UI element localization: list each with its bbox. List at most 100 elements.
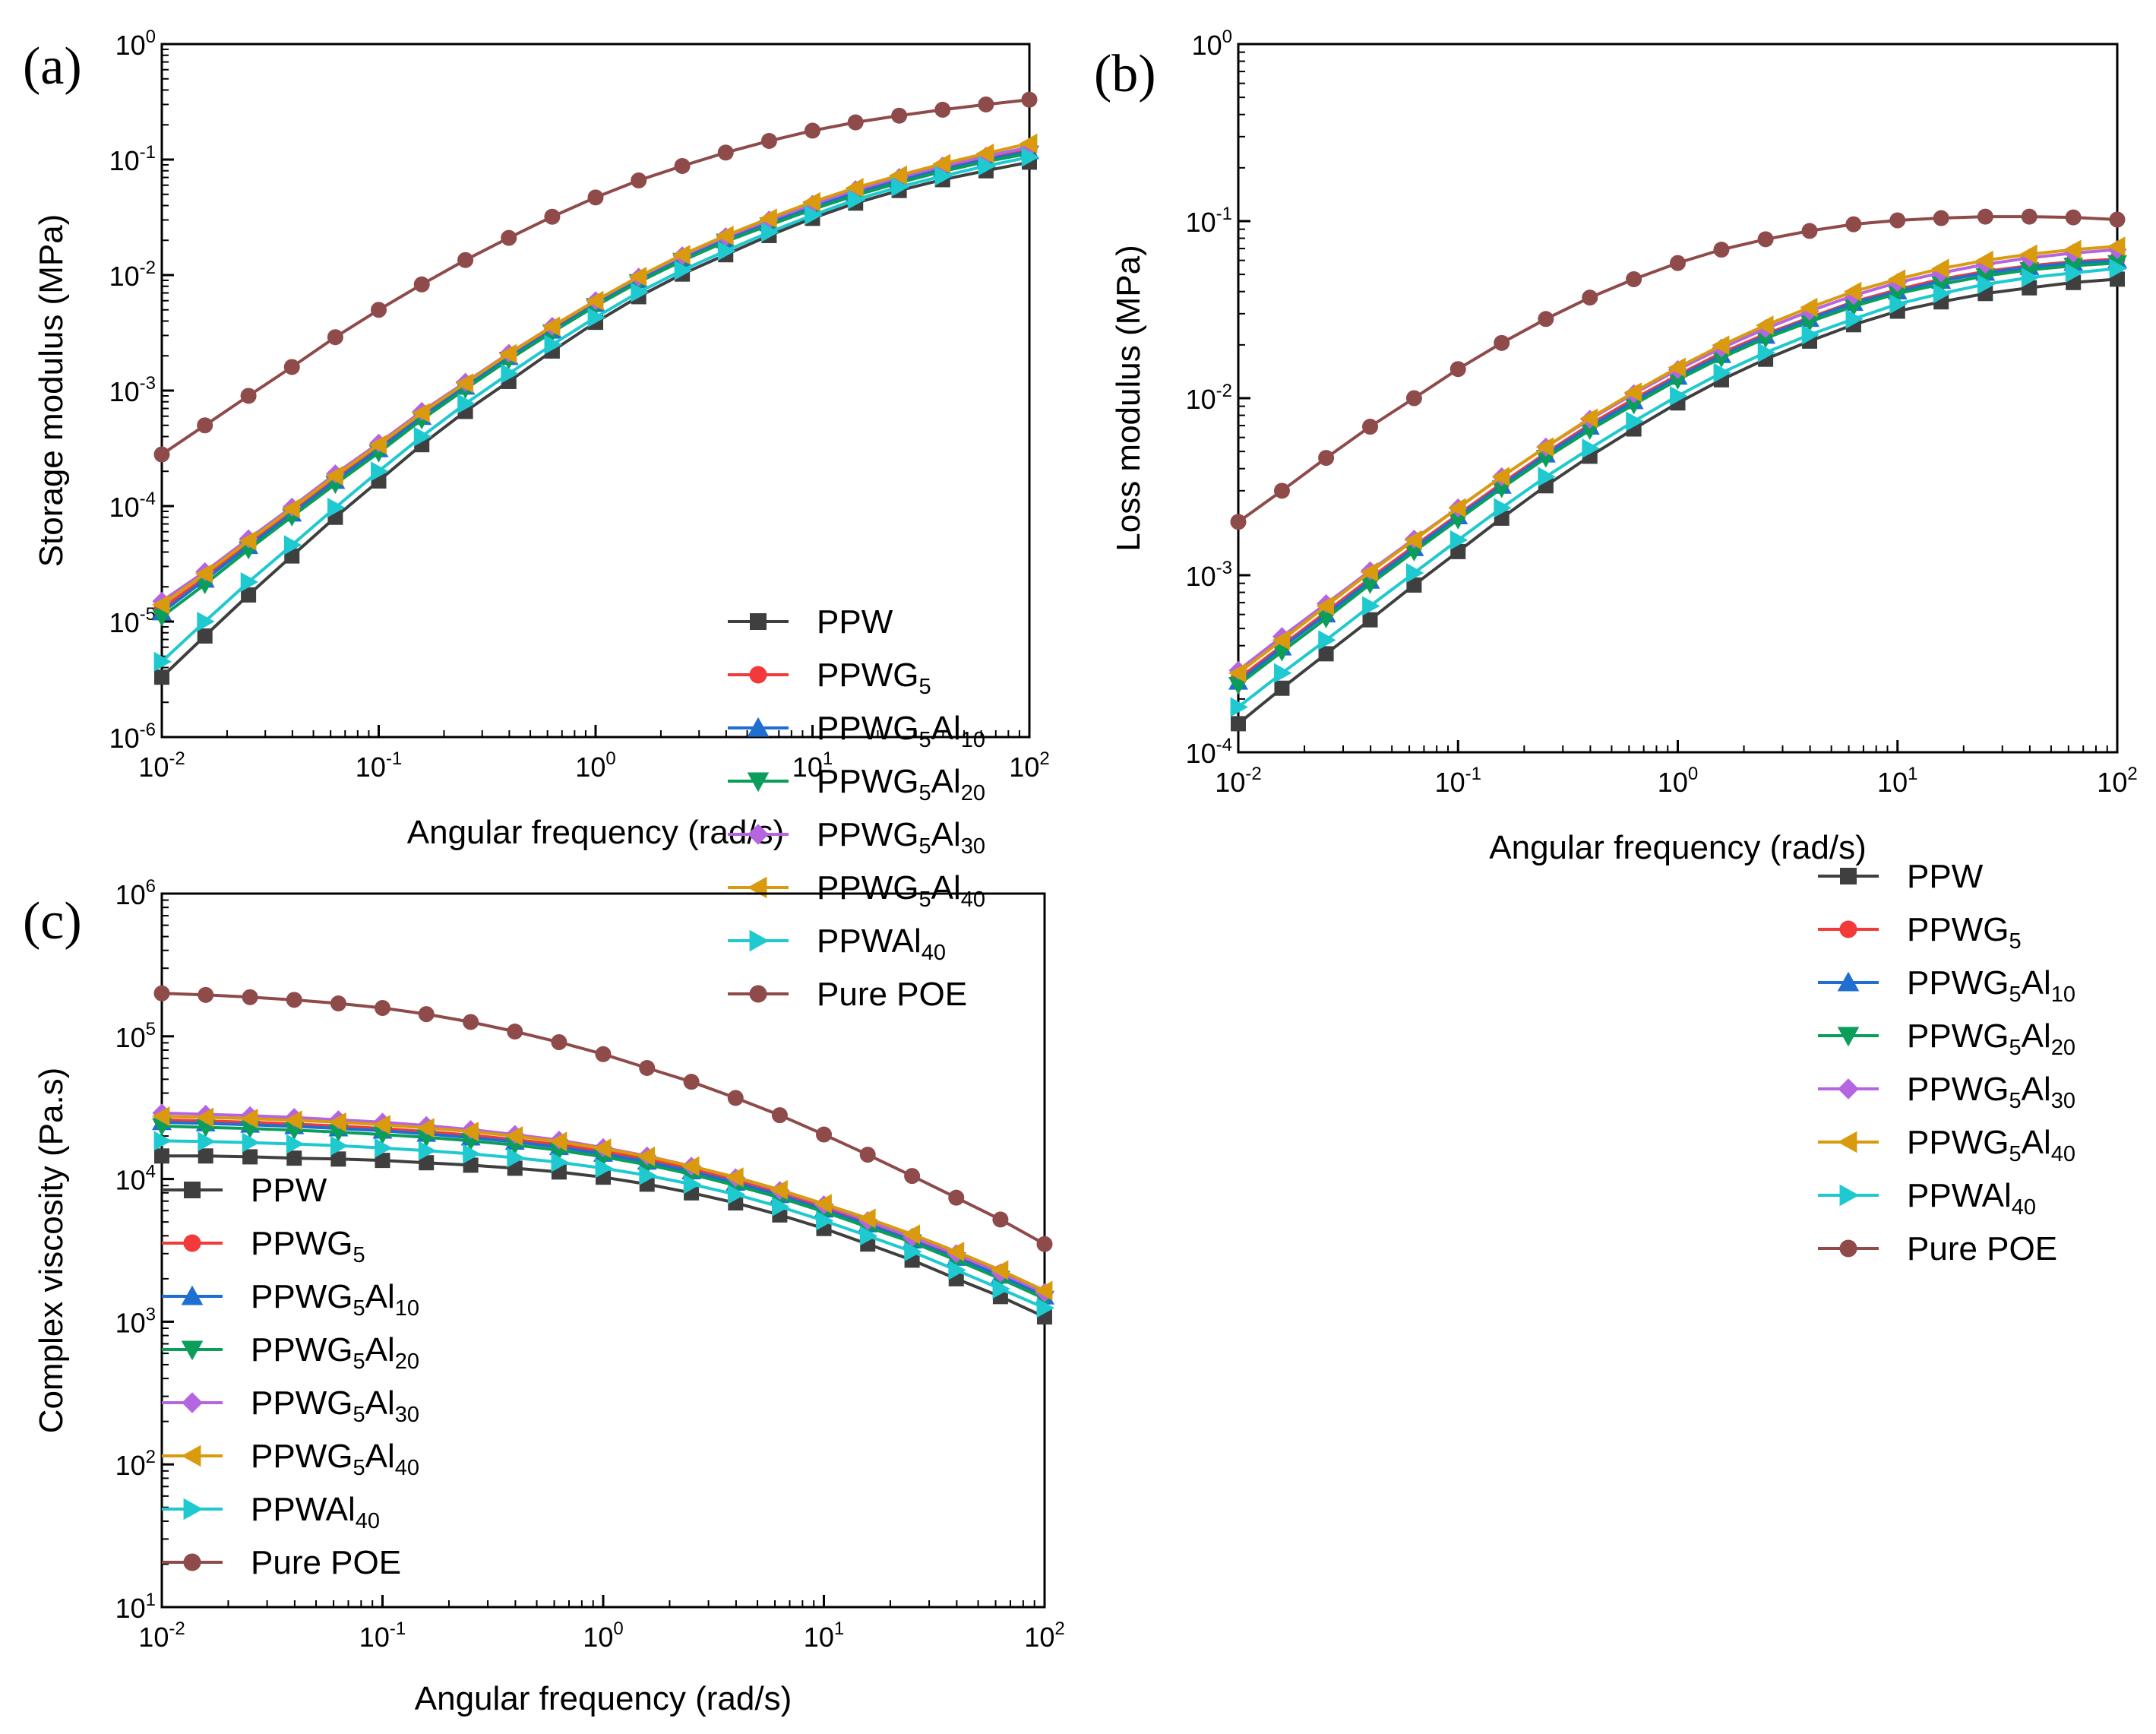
data-point: [1362, 419, 1379, 435]
data-point: [1579, 422, 1600, 441]
x-tick-label: 102: [2097, 764, 2137, 798]
data-point: [542, 316, 561, 337]
data-point: [2063, 258, 2084, 276]
legend-marker-icon: [749, 666, 767, 684]
data-point: [1668, 372, 1688, 390]
data-point: [992, 1211, 1009, 1228]
data-point: [1800, 297, 1818, 318]
legend-item: PPWG5Al40: [1818, 1124, 2075, 1166]
legend-label: PPWAl40: [1907, 1177, 2036, 1220]
data-point: [1626, 411, 1644, 432]
x-tick-label: 100: [1658, 764, 1698, 798]
data-point: [1228, 677, 1248, 695]
data-point: [1887, 285, 1908, 304]
data-point: [1975, 250, 1993, 271]
data-point: [1931, 276, 1952, 295]
series-ppwal40: [153, 1131, 1054, 1318]
data-point: [154, 669, 169, 685]
data-point: [814, 1194, 832, 1214]
legend-item: PPWAl40: [728, 922, 946, 965]
data-point: [1933, 283, 1952, 304]
data-point: [637, 1146, 656, 1166]
data-point: [328, 1112, 346, 1132]
data-point: [419, 1155, 435, 1171]
legend-marker-icon: [181, 1444, 201, 1467]
data-point: [1020, 133, 1038, 153]
data-point: [759, 208, 777, 229]
data-point: [1360, 576, 1380, 594]
data-point: [761, 222, 779, 242]
series-ppwg5al40: [152, 1106, 1053, 1301]
series-line: [1237, 267, 2118, 709]
data-point: [372, 1115, 390, 1135]
data-point: [1316, 610, 1336, 628]
panel-b: 10-2 10-1 100 101 102 10-4 10-3 10-2 10-1 100 Angu…: [1094, 27, 2138, 1267]
data-point: [2021, 267, 2040, 288]
data-point: [891, 176, 909, 197]
x-tick-label: 10-2: [1215, 764, 1261, 798]
series-ppwg5al40: [1228, 236, 2126, 683]
panel-label: (c): [23, 892, 82, 951]
series-ppwg5al40: [152, 133, 1038, 615]
legend-item: Pure POE: [162, 1544, 401, 1581]
panel-c: 10-2 10-1 100 101 102 101 102 103 104 105 106 Angul…: [23, 876, 1065, 1717]
data-point: [1889, 294, 1908, 315]
y-axis-title: Loss modulus (MPa): [1110, 245, 1147, 551]
data-point: [375, 1138, 393, 1158]
data-point: [1668, 357, 1686, 378]
data-point: [859, 1147, 876, 1163]
data-point: [2019, 261, 2040, 280]
data-point: [1757, 231, 1774, 248]
data-point: [1756, 315, 1774, 336]
legend-label: PPWG5Al40: [251, 1438, 419, 1480]
data-point: [1845, 216, 1862, 233]
data-point: [416, 1118, 435, 1138]
data-point: [240, 388, 257, 404]
data-point: [325, 466, 343, 486]
data-point: [1318, 450, 1335, 467]
legend-marker-icon: [183, 1498, 204, 1520]
legend-item: PPW: [162, 1172, 327, 1209]
series-line: [160, 98, 1030, 456]
data-point: [948, 1260, 966, 1280]
data-point: [498, 343, 517, 364]
data-point: [727, 1184, 746, 1204]
legend-item: PPWG5Al20: [1818, 1017, 2075, 1060]
legend-item: PPWG5Al30: [728, 816, 985, 859]
legend-label: Pure POE: [817, 976, 967, 1013]
data-point: [2065, 209, 2082, 226]
data-point: [904, 1242, 922, 1262]
data-point: [1889, 212, 1906, 229]
data-point: [1360, 562, 1378, 583]
data-point: [683, 1074, 700, 1090]
data-point: [463, 1014, 479, 1030]
data-point: [544, 334, 562, 355]
data-point: [368, 435, 387, 455]
data-point: [195, 1107, 214, 1128]
data-point: [1711, 335, 1730, 356]
data-point: [371, 461, 389, 482]
legend-marker-icon: [1839, 1239, 1857, 1258]
data-point: [934, 166, 953, 186]
data-point: [717, 144, 734, 161]
y-tick-label: 105: [115, 1019, 156, 1053]
data-point: [551, 1033, 567, 1050]
panel-label: (a): [23, 37, 82, 96]
series-ppw: [154, 154, 1037, 685]
data-point: [194, 563, 213, 584]
y-tick-label: 100: [115, 27, 156, 61]
data-point: [805, 122, 820, 139]
data-point: [990, 1260, 1009, 1280]
legend-marker-icon: [181, 1285, 204, 1305]
data-point: [1756, 330, 1776, 349]
legend-item: PPWG5Al20: [162, 1331, 419, 1374]
data-point: [283, 359, 300, 375]
data-point: [1494, 498, 1512, 518]
y-tick-label: 103: [115, 1304, 156, 1338]
data-point: [197, 612, 215, 631]
x-axis-title: Angular frequency (rad/s): [415, 1680, 792, 1717]
data-point: [544, 208, 561, 225]
data-point: [1448, 498, 1466, 518]
data-point: [152, 1106, 170, 1127]
data-point: [1318, 630, 1336, 650]
